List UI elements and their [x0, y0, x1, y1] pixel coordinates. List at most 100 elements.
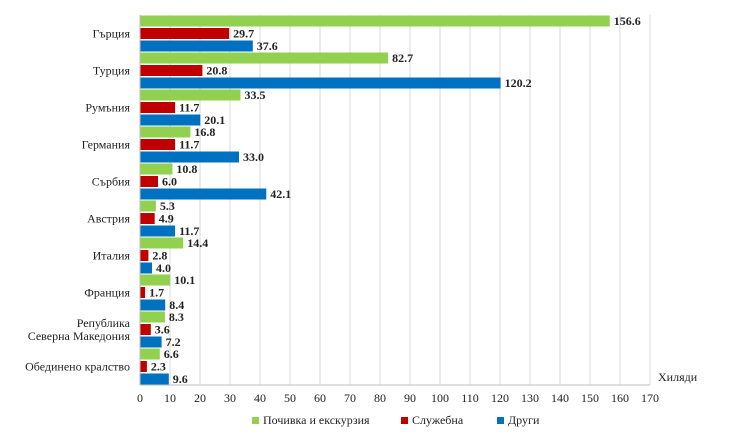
bar-value-label: 156.6 — [614, 14, 641, 28]
bar — [140, 225, 176, 237]
bar — [140, 126, 191, 138]
x-axis-unit-label: Хиляди — [658, 370, 698, 384]
bar — [140, 15, 610, 27]
category-label: Република Северна Македония — [28, 316, 131, 343]
bar — [140, 336, 162, 348]
bar — [140, 151, 239, 163]
bar — [140, 65, 203, 76]
category-label: Франция — [84, 286, 130, 300]
bar — [140, 200, 156, 212]
bar — [140, 213, 155, 224]
x-tick-label: 100 — [431, 391, 449, 405]
bar — [140, 176, 158, 187]
bar-value-label: 20.8 — [206, 64, 227, 78]
x-tick-label: 90 — [404, 391, 416, 405]
category-label: Гърция — [92, 27, 130, 41]
bar-value-label: 7.2 — [166, 335, 181, 349]
bar-value-label: 11.7 — [179, 224, 199, 238]
x-tick-label: 20 — [194, 391, 206, 405]
bar-value-label: 8.4 — [169, 298, 184, 312]
legend: Почивка и екскурзия Служебна Други — [252, 413, 540, 427]
bar-value-label: 33.5 — [245, 88, 266, 102]
bar-value-label: 8.3 — [169, 310, 184, 324]
bar — [140, 188, 267, 200]
x-tick-label: 150 — [581, 391, 599, 405]
category-label: Турция — [93, 64, 131, 78]
bar — [140, 102, 176, 113]
legend-swatch — [252, 417, 259, 424]
bar — [140, 163, 173, 175]
gridlines — [169, 15, 651, 385]
bar — [140, 40, 253, 52]
bar-value-label: 37.6 — [257, 39, 278, 53]
bar — [140, 287, 146, 298]
bar — [140, 361, 147, 372]
bar — [140, 299, 166, 311]
bar-value-label: 4.0 — [156, 261, 171, 275]
bar-value-label: 14.4 — [187, 236, 208, 250]
legend-label: Служебна — [412, 413, 464, 427]
category-label: Австрия — [87, 212, 130, 226]
category-labels: Гърция Турция Румъния Германия Сърбия Австрия… — [25, 27, 131, 374]
bar — [140, 324, 151, 335]
bar-value-label: 82.7 — [392, 51, 413, 65]
x-tick-label: 60 — [314, 391, 326, 405]
legend-label: Почивка и екскурзия — [263, 413, 370, 427]
bar — [140, 52, 389, 64]
legend-swatch — [497, 417, 504, 424]
bar-value-label: 16.8 — [194, 125, 215, 139]
x-tick-label: 130 — [521, 391, 539, 405]
x-tick-label: 160 — [611, 391, 629, 405]
bar-value-label: 2.3 — [151, 360, 166, 374]
bar — [140, 274, 171, 286]
x-axis: 0 10 20 30 40 50 60 70 80 90 100 110 120 130 140 150 160… — [137, 15, 698, 405]
bar-value-label: 11.7 — [179, 138, 199, 152]
bar-value-label: 5.3 — [160, 199, 175, 213]
bar-value-label: 33.0 — [243, 150, 264, 164]
x-tick-label: 30 — [224, 391, 236, 405]
bar-value-label: 10.1 — [174, 273, 195, 287]
x-tick-label: 80 — [374, 391, 386, 405]
bar-value-label: 3.6 — [155, 323, 170, 337]
legend-label: Други — [508, 413, 540, 427]
bar — [140, 28, 230, 39]
value-labels: 156.6 29.737.6 82.7 20.8 120.2 33.5 11.7 20.116… — [149, 14, 641, 386]
bar — [140, 89, 241, 101]
x-tick-label: 120 — [491, 391, 509, 405]
bar — [140, 373, 169, 385]
category-label: Германия — [82, 138, 131, 152]
category-label: Италия — [93, 249, 131, 263]
bar-value-label: 2.8 — [152, 249, 167, 263]
bar — [140, 77, 501, 89]
bar-value-label: 1.7 — [149, 286, 164, 300]
category-label: Румъния — [85, 101, 130, 115]
bar — [140, 237, 184, 249]
bar-value-label: 29.7 — [233, 27, 254, 41]
bar-value-label: 20.1 — [204, 113, 225, 127]
x-tick-label: 0 — [137, 391, 143, 405]
bar-value-label: 11.7 — [179, 101, 199, 115]
x-tick-label: 110 — [461, 391, 479, 405]
x-tick-label: 140 — [551, 391, 569, 405]
x-tick-label: 40 — [254, 391, 266, 405]
bar-value-label: 42.1 — [270, 187, 291, 201]
bar — [140, 311, 165, 323]
bar-value-label: 120.2 — [505, 76, 532, 90]
bar — [140, 114, 201, 126]
legend-swatch — [401, 417, 408, 424]
bar-value-label: 9.6 — [173, 372, 188, 386]
bar-value-label: 10.8 — [176, 162, 197, 176]
bar-value-label: 4.9 — [159, 212, 174, 226]
bar — [140, 139, 176, 150]
x-tick-label: 10 — [164, 391, 176, 405]
bar — [140, 262, 152, 274]
bar-value-label: 6.0 — [162, 175, 177, 189]
x-tick-label: 170 — [641, 391, 659, 405]
x-tick-label: 70 — [344, 391, 356, 405]
x-tick-label: 50 — [284, 391, 296, 405]
bar — [140, 250, 149, 261]
bar-value-label: 6.6 — [164, 347, 179, 361]
category-label: Обединено кралство — [25, 360, 130, 374]
bars — [140, 15, 610, 385]
